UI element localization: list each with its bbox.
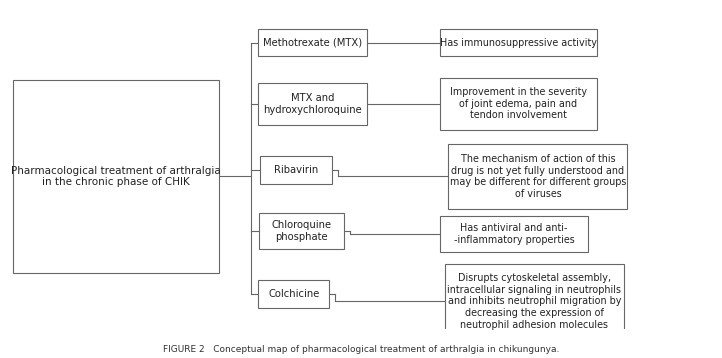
Text: FIGURE 2   Conceptual map of pharmacological treatment of arthralgia in chikungu: FIGURE 2 Conceptual map of pharmacologic…	[163, 345, 559, 354]
FancyBboxPatch shape	[260, 156, 332, 184]
Text: Improvement in the severity
of joint edema, pain and
tendon involvement: Improvement in the severity of joint ede…	[450, 87, 587, 120]
FancyBboxPatch shape	[440, 216, 588, 252]
FancyBboxPatch shape	[440, 29, 597, 56]
FancyBboxPatch shape	[13, 80, 219, 273]
Text: Has immunosuppressive activity: Has immunosuppressive activity	[440, 38, 597, 48]
FancyBboxPatch shape	[440, 78, 597, 130]
Text: Has antiviral and anti-
-inflammatory properties: Has antiviral and anti- -inflammatory pr…	[453, 223, 575, 245]
FancyBboxPatch shape	[445, 264, 624, 338]
FancyBboxPatch shape	[258, 83, 367, 125]
FancyBboxPatch shape	[448, 144, 627, 208]
Text: The mechanism of action of this
drug is not yet fully understood and
may be diff: The mechanism of action of this drug is …	[450, 154, 626, 199]
Text: Ribavirin: Ribavirin	[274, 165, 318, 175]
FancyBboxPatch shape	[259, 213, 344, 249]
Text: Disrupts cytoskeletal assembly,
intracellular signaling in neutrophils
and inhib: Disrupts cytoskeletal assembly, intracel…	[448, 273, 621, 329]
FancyBboxPatch shape	[258, 280, 329, 308]
Text: Methotrexate (MTX): Methotrexate (MTX)	[263, 38, 362, 48]
Text: Colchicine: Colchicine	[268, 289, 320, 299]
FancyBboxPatch shape	[258, 29, 367, 56]
Text: Pharmacological treatment of arthralgia
in the chronic phase of CHIK: Pharmacological treatment of arthralgia …	[11, 165, 221, 187]
Text: MTX and
hydroxychloroquine: MTX and hydroxychloroquine	[264, 93, 362, 115]
Text: Chloroquine
phosphate: Chloroquine phosphate	[271, 220, 332, 242]
